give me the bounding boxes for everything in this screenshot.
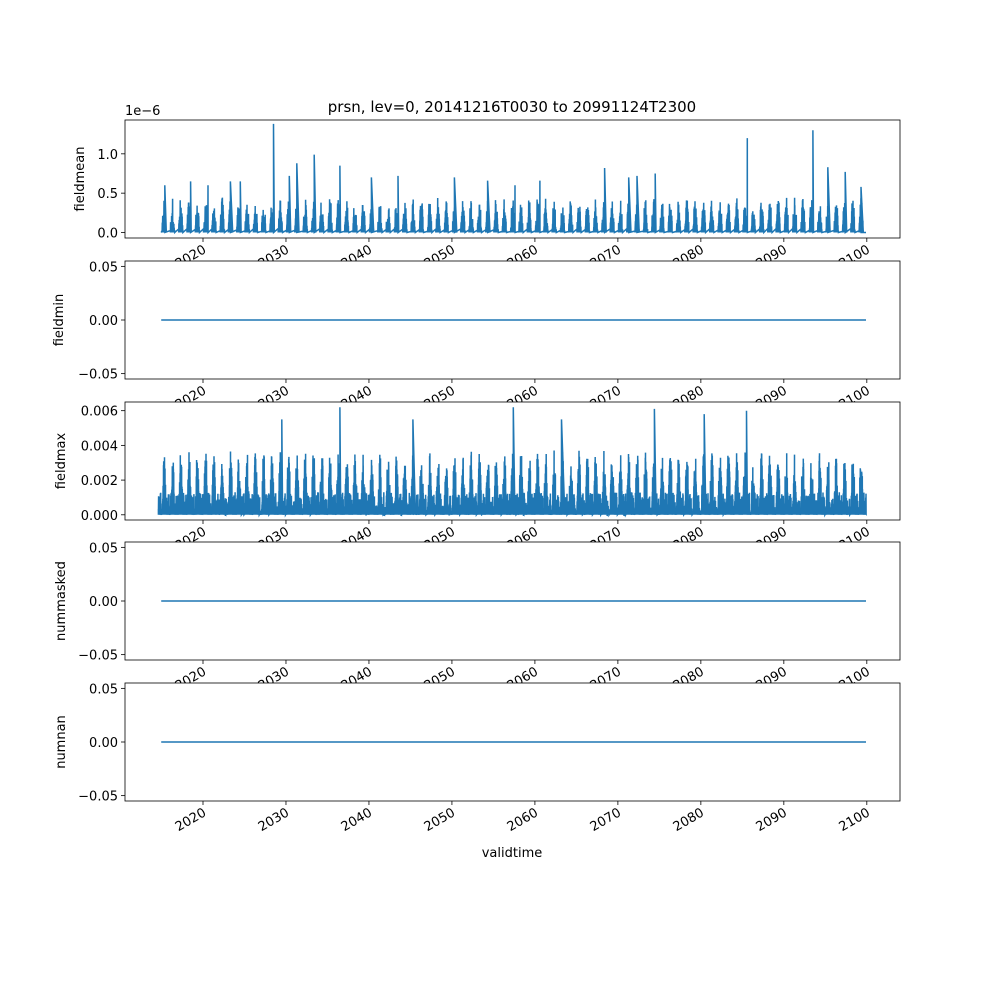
y-tick-label: 0.00: [89, 314, 118, 329]
axes-frame-fieldmean: [124, 119, 901, 239]
y-tick-label: −0.05: [78, 790, 118, 805]
y-axis-label: fieldmean: [73, 147, 88, 212]
y-tick-label: 0.05: [89, 541, 118, 556]
y-tick-label: 1.0: [97, 148, 118, 163]
y-axis-label: numnan: [54, 715, 69, 769]
y-tick-label: 0.05: [89, 682, 118, 697]
y-tick-label: 0.00: [89, 736, 118, 751]
y-tick-label: 0.002: [81, 474, 118, 489]
y-tick-label: −0.05: [78, 649, 118, 664]
y-tick-label: 0.5: [97, 187, 118, 202]
y-axis-label: fieldmax: [54, 433, 69, 490]
y-tick-label: 0.00: [89, 595, 118, 610]
y-tick-label: −0.05: [78, 368, 118, 383]
y-axis-label: nummasked: [54, 561, 69, 641]
y-tick-label: 0.004: [81, 439, 118, 454]
series-line-fieldmax: [157, 407, 867, 518]
y-tick-label: 0.006: [81, 405, 118, 420]
y-offset-text: 1e−6: [125, 104, 160, 119]
y-tick-label: 0.0: [97, 226, 118, 241]
y-tick-label: 0.05: [89, 260, 118, 275]
figure-title: prsn, lev=0, 20141216T0030 to 20991124T2…: [328, 98, 696, 116]
x-axis-label: validtime: [482, 846, 543, 861]
y-axis-label: fieldmin: [52, 294, 67, 347]
series-line-fieldmean: [160, 123, 866, 235]
y-tick-label: 0.000: [81, 509, 118, 524]
axes-frame-fieldmax: [124, 401, 901, 521]
